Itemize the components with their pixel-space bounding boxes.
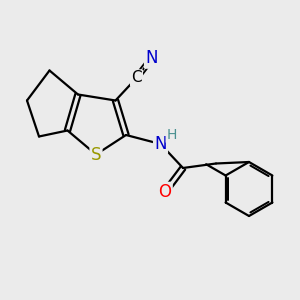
Text: H: H bbox=[167, 128, 177, 142]
Text: N: N bbox=[154, 135, 167, 153]
Text: C: C bbox=[131, 70, 142, 86]
Text: O: O bbox=[158, 183, 172, 201]
Text: N: N bbox=[145, 50, 158, 68]
Text: S: S bbox=[91, 146, 101, 164]
